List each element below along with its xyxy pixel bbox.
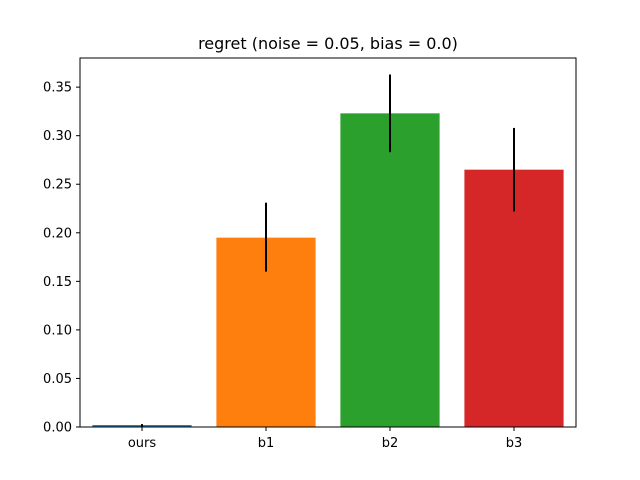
- y-tick-label: 0.15: [43, 275, 72, 290]
- y-tick-label: 0.00: [43, 421, 72, 436]
- y-tick-label: 0.25: [43, 178, 72, 193]
- chart-title: regret (noise = 0.05, bias = 0.0): [198, 34, 458, 53]
- y-tick-label: 0.05: [43, 372, 72, 387]
- y-tick-label: 0.30: [43, 129, 72, 144]
- bar-b2: [340, 113, 440, 427]
- x-tick-label-b3: b3: [506, 436, 523, 451]
- y-tick-label: 0.10: [43, 323, 72, 338]
- x-tick-label-ours: ours: [128, 436, 157, 451]
- bar-b3: [464, 169, 564, 427]
- plot-frame: [79, 57, 577, 428]
- x-tick-label-b1: b1: [258, 436, 275, 451]
- x-tick-label-b2: b2: [382, 436, 399, 451]
- y-tick-label: 0.20: [43, 226, 72, 241]
- y-axis: 0.00 0.05 0.10 0.15 0.20 0.25 0.30 0.35: [43, 81, 80, 436]
- x-axis: ours b1 b2 b3: [128, 427, 522, 451]
- y-tick-label: 0.35: [43, 81, 72, 96]
